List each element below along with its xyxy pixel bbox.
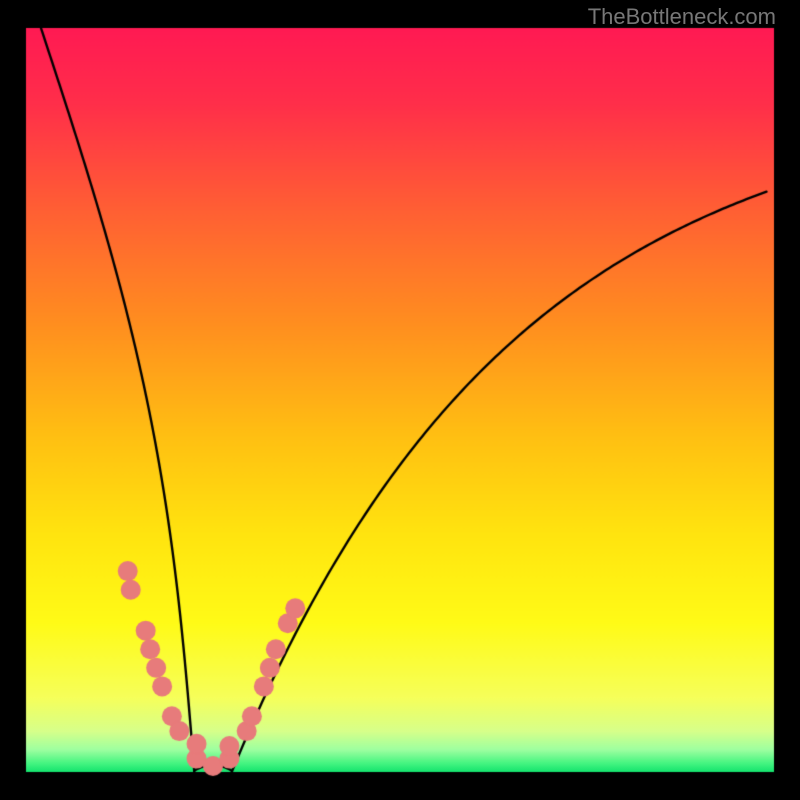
bottleneck-chart-canvas [0, 0, 800, 800]
watermark-text: TheBottleneck.com [588, 4, 776, 30]
chart-stage: TheBottleneck.com [0, 0, 800, 800]
